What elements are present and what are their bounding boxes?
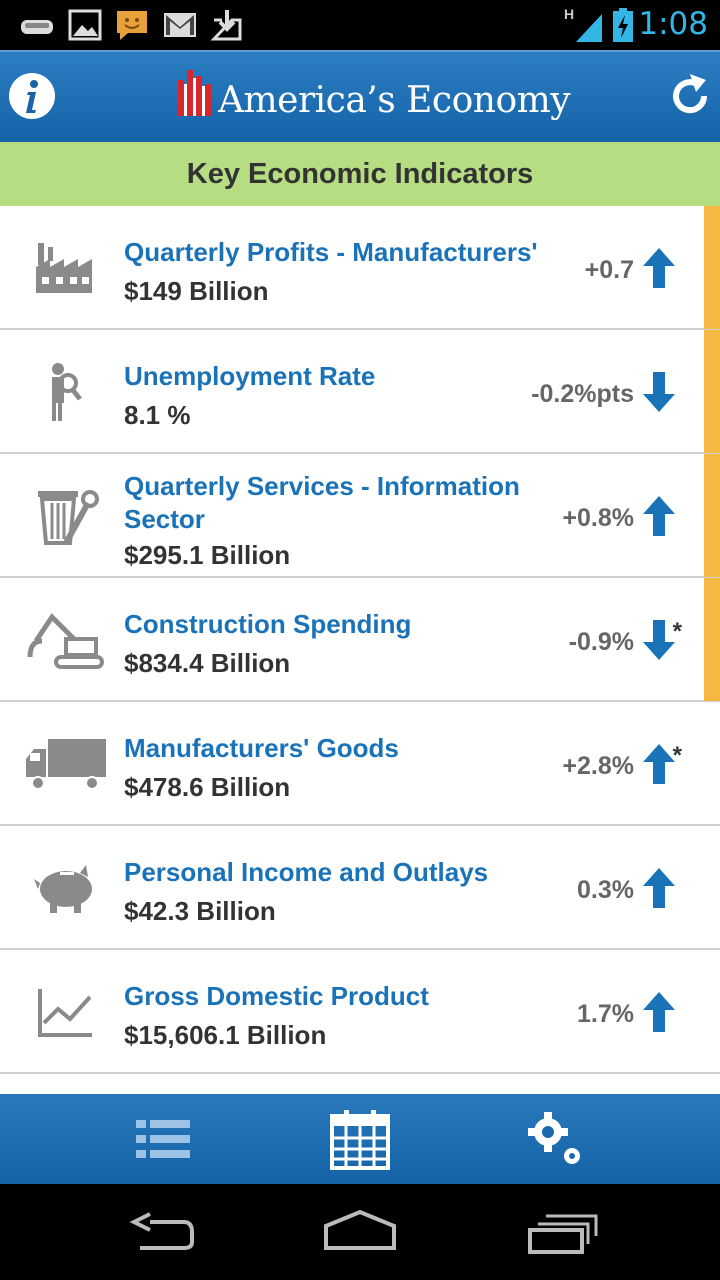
factory-icon xyxy=(36,243,92,293)
excavator-icon xyxy=(27,613,104,669)
indicator-value: $15,606.1 Billion xyxy=(124,1020,327,1050)
arrow-up-icon xyxy=(643,248,675,288)
indicator-change: 1.7% xyxy=(577,1000,634,1028)
indicator-value: $149 Billion xyxy=(124,276,269,306)
indicator-change: 0.3% xyxy=(577,876,634,904)
indicator-change: -0.9% xyxy=(568,628,634,656)
indicator-title: Quarterly Services - Information Sector xyxy=(124,471,520,534)
line-chart-icon xyxy=(38,989,92,1037)
indicator-change: -0.2%pts xyxy=(531,380,634,408)
indicator-title: Quarterly Profits - Manufacturers' xyxy=(124,237,538,267)
indicator-row-personal-income[interactable]: Personal Income and Outlays $42.3 Billio… xyxy=(0,826,720,950)
section-title: Key Economic Indicators xyxy=(186,157,534,190)
indicator-value: $295.1 Billion xyxy=(124,540,291,570)
indicator-change: +2.8% xyxy=(562,752,634,780)
arrow-down-icon xyxy=(643,372,675,412)
footnote-asterisk: * xyxy=(672,618,682,645)
piggy-bank-icon xyxy=(34,865,92,913)
status-bar: H 1:08 xyxy=(0,0,720,50)
highlight-accent xyxy=(704,454,720,577)
indicator-row-unemployment-rate[interactable]: Unemployment Rate 8.1 % -0.2%pts xyxy=(0,330,720,454)
refresh-button[interactable] xyxy=(666,72,714,120)
gmail-icon xyxy=(164,13,196,37)
highlight-accent xyxy=(704,330,720,453)
indicator-row-quarterly-profits[interactable]: Quarterly Profits - Manufacturers' $149 … xyxy=(0,206,720,330)
arrow-down-icon xyxy=(643,620,675,660)
indicator-value: $42.3 Billion xyxy=(124,896,276,926)
indicator-row-partial xyxy=(0,1074,720,1094)
arrow-up-icon xyxy=(643,992,675,1032)
arrow-up-icon xyxy=(643,744,675,784)
indicator-row-manufacturers-goods[interactable]: Manufacturers' Goods $478.6 Billion +2.8… xyxy=(0,702,720,826)
logo-bars-icon xyxy=(178,70,211,116)
battery-charging-icon xyxy=(613,8,633,42)
indicator-value: 8.1 % xyxy=(124,400,191,430)
app-logo: America’s Economy xyxy=(176,66,571,130)
indicator-list: Quarterly Profits - Manufacturers' $149 … xyxy=(0,206,720,1094)
arrow-up-icon xyxy=(643,496,675,536)
app-bar: America’s Economy xyxy=(0,50,720,142)
indicator-change: +0.7 xyxy=(584,256,634,284)
indicator-value: $834.4 Billion xyxy=(124,648,291,678)
highlight-accent xyxy=(704,578,720,701)
network-type-label: H xyxy=(564,6,575,22)
indicator-title: Personal Income and Outlays xyxy=(124,857,489,887)
clock: 1:08 xyxy=(638,6,708,42)
truck-icon xyxy=(26,739,106,790)
cd-icon xyxy=(21,20,53,34)
bottom-tab-bar xyxy=(0,1094,720,1184)
recent-apps-icon[interactable] xyxy=(522,1208,602,1258)
list-view-tab[interactable] xyxy=(132,1108,196,1170)
indicator-title: Gross Domestic Product xyxy=(124,981,429,1011)
back-icon[interactable] xyxy=(120,1208,200,1258)
indicator-row-construction-spending[interactable]: Construction Spending $834.4 Billion -0.… xyxy=(0,578,720,702)
indicator-title: Manufacturers' Goods xyxy=(124,733,399,763)
gallery-icon xyxy=(68,9,102,41)
chat-smiley-icon xyxy=(117,11,147,40)
highlight-accent xyxy=(704,206,720,329)
info-button[interactable] xyxy=(8,72,56,120)
system-nav-bar xyxy=(0,1184,720,1280)
indicator-row-gdp[interactable]: Gross Domestic Product $15,606.1 Billion… xyxy=(0,950,720,1074)
signal-icon xyxy=(576,14,602,42)
settings-tab[interactable] xyxy=(524,1108,588,1170)
home-icon[interactable] xyxy=(320,1208,400,1258)
indicator-title: Construction Spending xyxy=(124,609,412,639)
indicator-change: +0.8% xyxy=(562,504,634,532)
job-seeker-icon xyxy=(52,363,82,421)
indicator-title: Unemployment Rate xyxy=(124,361,376,391)
download-icon xyxy=(210,10,242,41)
arrow-up-icon xyxy=(643,868,675,908)
calendar-tab[interactable] xyxy=(328,1108,392,1170)
services-tools-icon xyxy=(38,490,99,545)
footnote-asterisk: * xyxy=(672,742,682,769)
app-title: America’s Economy xyxy=(218,80,571,121)
section-header: Key Economic Indicators xyxy=(0,142,720,206)
indicator-value: $478.6 Billion xyxy=(124,772,291,802)
indicator-row-quarterly-services[interactable]: Quarterly Services - Information Sector … xyxy=(0,454,720,578)
